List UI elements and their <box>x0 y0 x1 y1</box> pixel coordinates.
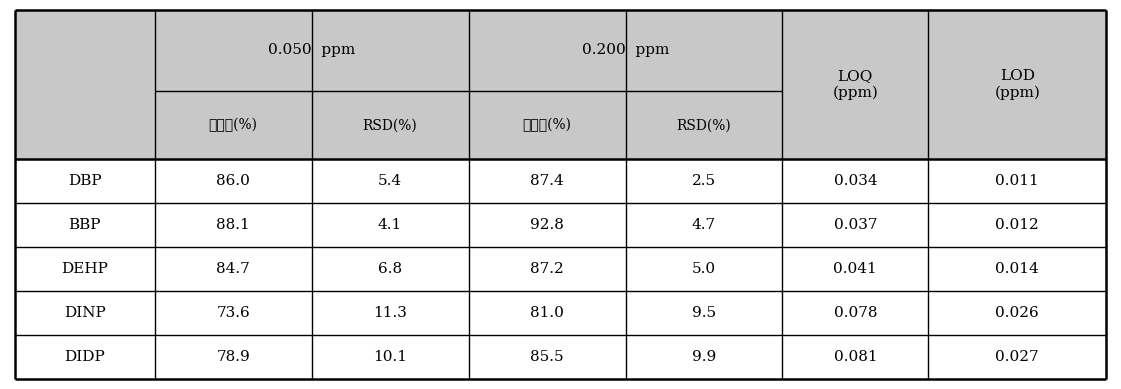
Text: 88.1: 88.1 <box>216 218 250 232</box>
Text: 81.0: 81.0 <box>530 306 564 320</box>
Text: 0.011: 0.011 <box>995 174 1039 188</box>
Bar <box>15 335 155 379</box>
Text: 4.1: 4.1 <box>378 218 402 232</box>
Bar <box>312 159 469 203</box>
Text: LOD
(ppm): LOD (ppm) <box>994 69 1040 100</box>
Text: BBP: BBP <box>68 218 101 232</box>
Text: 11.3: 11.3 <box>373 306 407 320</box>
Text: 85.5: 85.5 <box>530 350 564 364</box>
Text: 2.5: 2.5 <box>692 174 716 188</box>
Bar <box>469 10 782 91</box>
Bar <box>928 203 1106 247</box>
Bar <box>312 291 469 335</box>
Bar <box>469 335 626 379</box>
Bar <box>782 291 928 335</box>
Bar <box>312 247 469 291</box>
Bar <box>15 10 155 159</box>
Bar <box>155 159 312 203</box>
Bar <box>155 335 312 379</box>
Bar <box>626 247 782 291</box>
Text: DIDP: DIDP <box>64 350 105 364</box>
Bar <box>155 91 312 159</box>
Text: 87.4: 87.4 <box>530 174 564 188</box>
Text: 84.7: 84.7 <box>216 262 250 276</box>
Text: DEHP: DEHP <box>62 262 108 276</box>
Text: 0.027: 0.027 <box>995 350 1039 364</box>
Text: 5.0: 5.0 <box>692 262 716 276</box>
Text: 78.9: 78.9 <box>216 350 250 364</box>
Bar <box>928 247 1106 291</box>
Bar <box>782 10 928 159</box>
Bar <box>469 203 626 247</box>
Text: 0.034: 0.034 <box>834 174 877 188</box>
Text: 73.6: 73.6 <box>216 306 250 320</box>
Bar <box>312 335 469 379</box>
Bar <box>782 247 928 291</box>
Text: DINP: DINP <box>64 306 105 320</box>
Bar <box>782 203 928 247</box>
Bar <box>155 247 312 291</box>
Bar <box>626 335 782 379</box>
Text: RSD(%): RSD(%) <box>363 118 417 132</box>
Bar <box>469 291 626 335</box>
Text: 0.050  ppm: 0.050 ppm <box>268 44 355 57</box>
Text: 9.9: 9.9 <box>692 350 716 364</box>
Bar <box>782 335 928 379</box>
Text: 0.200  ppm: 0.200 ppm <box>582 44 669 57</box>
Bar <box>928 10 1106 159</box>
Text: 9.5: 9.5 <box>692 306 716 320</box>
Text: RSD(%): RSD(%) <box>677 118 731 132</box>
Bar <box>15 247 155 291</box>
Bar <box>469 159 626 203</box>
Text: 0.081: 0.081 <box>834 350 877 364</box>
Bar <box>15 203 155 247</box>
Text: 86.0: 86.0 <box>216 174 250 188</box>
Text: 4.7: 4.7 <box>692 218 716 232</box>
Bar <box>626 203 782 247</box>
Text: 87.2: 87.2 <box>530 262 564 276</box>
Bar <box>928 335 1106 379</box>
Text: 0.078: 0.078 <box>834 306 877 320</box>
Text: 회수율(%): 회수율(%) <box>522 118 572 132</box>
Text: 0.026: 0.026 <box>995 306 1039 320</box>
Text: 5.4: 5.4 <box>378 174 402 188</box>
Bar <box>626 159 782 203</box>
Text: 10.1: 10.1 <box>373 350 407 364</box>
Text: LOQ
(ppm): LOQ (ppm) <box>833 69 878 100</box>
Text: 0.014: 0.014 <box>995 262 1039 276</box>
Bar <box>782 159 928 203</box>
Bar <box>155 203 312 247</box>
Bar <box>626 291 782 335</box>
Text: 0.012: 0.012 <box>995 218 1039 232</box>
Bar <box>312 203 469 247</box>
Bar <box>469 247 626 291</box>
Text: 0.037: 0.037 <box>834 218 877 232</box>
Text: 6.8: 6.8 <box>378 262 402 276</box>
Text: DBP: DBP <box>68 174 101 188</box>
Bar <box>312 91 469 159</box>
Bar <box>155 10 469 91</box>
Text: 0.041: 0.041 <box>833 262 878 276</box>
Bar <box>15 291 155 335</box>
Text: 회수율(%): 회수율(%) <box>209 118 258 132</box>
Bar <box>928 159 1106 203</box>
Bar <box>155 291 312 335</box>
Bar <box>469 91 626 159</box>
Bar <box>928 291 1106 335</box>
Bar <box>626 91 782 159</box>
Text: 92.8: 92.8 <box>530 218 564 232</box>
Bar <box>15 159 155 203</box>
